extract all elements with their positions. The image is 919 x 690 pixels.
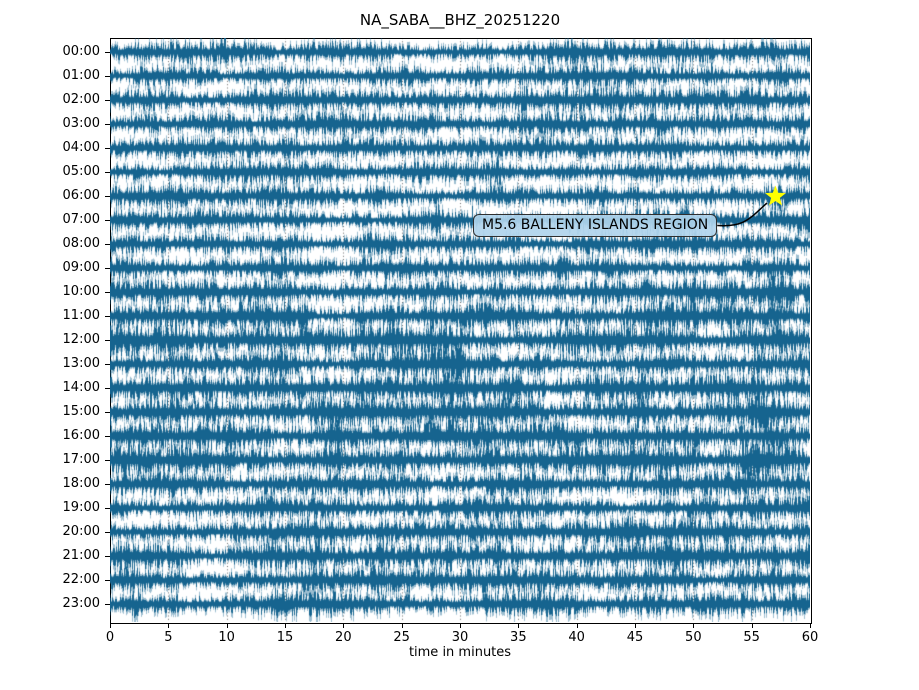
y-tick-label: 02:00: [62, 92, 100, 107]
x-tick-mark: [460, 623, 461, 628]
x-tick-label: 30: [451, 630, 469, 645]
x-tick-label: 60: [801, 630, 819, 645]
y-tick-mark: [105, 52, 110, 53]
y-tick-label: 04:00: [62, 140, 100, 155]
y-tick-mark: [105, 580, 110, 581]
x-tick-label: 5: [164, 630, 173, 645]
y-tick-label: 05:00: [62, 164, 100, 179]
x-tick-label: 20: [335, 630, 352, 645]
x-tick-mark: [110, 623, 111, 628]
x-tick-mark: [576, 623, 578, 628]
x-tick-label: 35: [510, 630, 527, 645]
x-tick-mark: [226, 623, 228, 628]
x-tick-mark: [751, 623, 753, 628]
x-tick-mark: [168, 623, 170, 628]
y-tick-mark: [105, 124, 110, 125]
x-tick-label: 0: [105, 630, 115, 645]
y-tick-mark: [105, 148, 110, 149]
x-tick-mark: [693, 623, 695, 628]
y-tick-mark: [105, 412, 110, 413]
x-tick-mark: [810, 623, 811, 628]
y-tick-mark: [105, 76, 110, 77]
y-tick-mark: [105, 388, 110, 389]
y-tick-label: 09:00: [62, 260, 100, 275]
x-tick-label: 50: [685, 630, 702, 645]
y-tick-label: 17:00: [62, 452, 100, 467]
y-tick-label: 03:00: [62, 116, 100, 131]
seismogram-traces-canvas: [110, 38, 810, 622]
y-tick-mark: [105, 532, 110, 533]
y-tick-label: 14:00: [62, 380, 100, 395]
y-tick-mark: [105, 484, 110, 485]
x-tick-mark: [401, 623, 403, 628]
y-tick-label: 00:00: [62, 44, 100, 59]
x-tick-mark: [343, 623, 345, 628]
x-tick-label: 40: [568, 630, 585, 645]
y-tick-label: 23:00: [62, 596, 100, 611]
x-tick-mark: [518, 623, 520, 628]
y-tick-label: 10:00: [62, 284, 100, 299]
y-tick-mark: [105, 268, 110, 269]
y-tick-label: 21:00: [62, 548, 100, 563]
x-axis-title: time in minutes: [408, 645, 512, 660]
y-tick-label: 20:00: [62, 524, 100, 539]
y-tick-label: 11:00: [62, 308, 100, 323]
y-tick-mark: [105, 244, 110, 245]
x-tick-label: 45: [626, 630, 644, 645]
y-tick-label: 15:00: [62, 404, 100, 419]
chart-title: NA_SABA__BHZ_20251220: [359, 11, 561, 29]
y-tick-label: 16:00: [62, 428, 100, 443]
y-tick-label: 01:00: [62, 68, 100, 83]
y-tick-mark: [105, 220, 110, 221]
y-tick-label: 08:00: [62, 236, 100, 251]
x-tick-mark: [635, 623, 636, 628]
y-tick-mark: [105, 172, 110, 173]
x-tick-label: 55: [743, 630, 760, 645]
y-tick-label: 13:00: [62, 356, 100, 371]
y-tick-mark: [105, 436, 110, 437]
x-tick-label: 10: [218, 630, 235, 645]
y-tick-label: 18:00: [62, 476, 100, 491]
y-tick-mark: [105, 604, 110, 605]
y-tick-mark: [105, 316, 110, 317]
y-tick-mark: [105, 196, 110, 197]
y-tick-mark: [105, 340, 110, 341]
y-tick-label: 06:00: [62, 188, 100, 203]
y-tick-mark: [105, 460, 110, 461]
y-tick-label: 22:00: [62, 572, 100, 587]
x-tick-label: 25: [393, 630, 410, 645]
y-tick-mark: [105, 292, 110, 293]
x-tick-label: 15: [276, 630, 294, 645]
y-tick-label: 19:00: [62, 500, 100, 515]
y-tick-mark: [105, 508, 110, 509]
y-tick-label: 12:00: [62, 332, 100, 347]
y-tick-label: 07:00: [62, 212, 100, 227]
event-annotation-label: M5.6 BALLENY ISLANDS REGION: [473, 214, 718, 237]
y-tick-mark: [105, 100, 110, 101]
x-tick-mark: [285, 623, 286, 628]
y-tick-mark: [105, 556, 110, 557]
y-tick-mark: [105, 364, 110, 365]
